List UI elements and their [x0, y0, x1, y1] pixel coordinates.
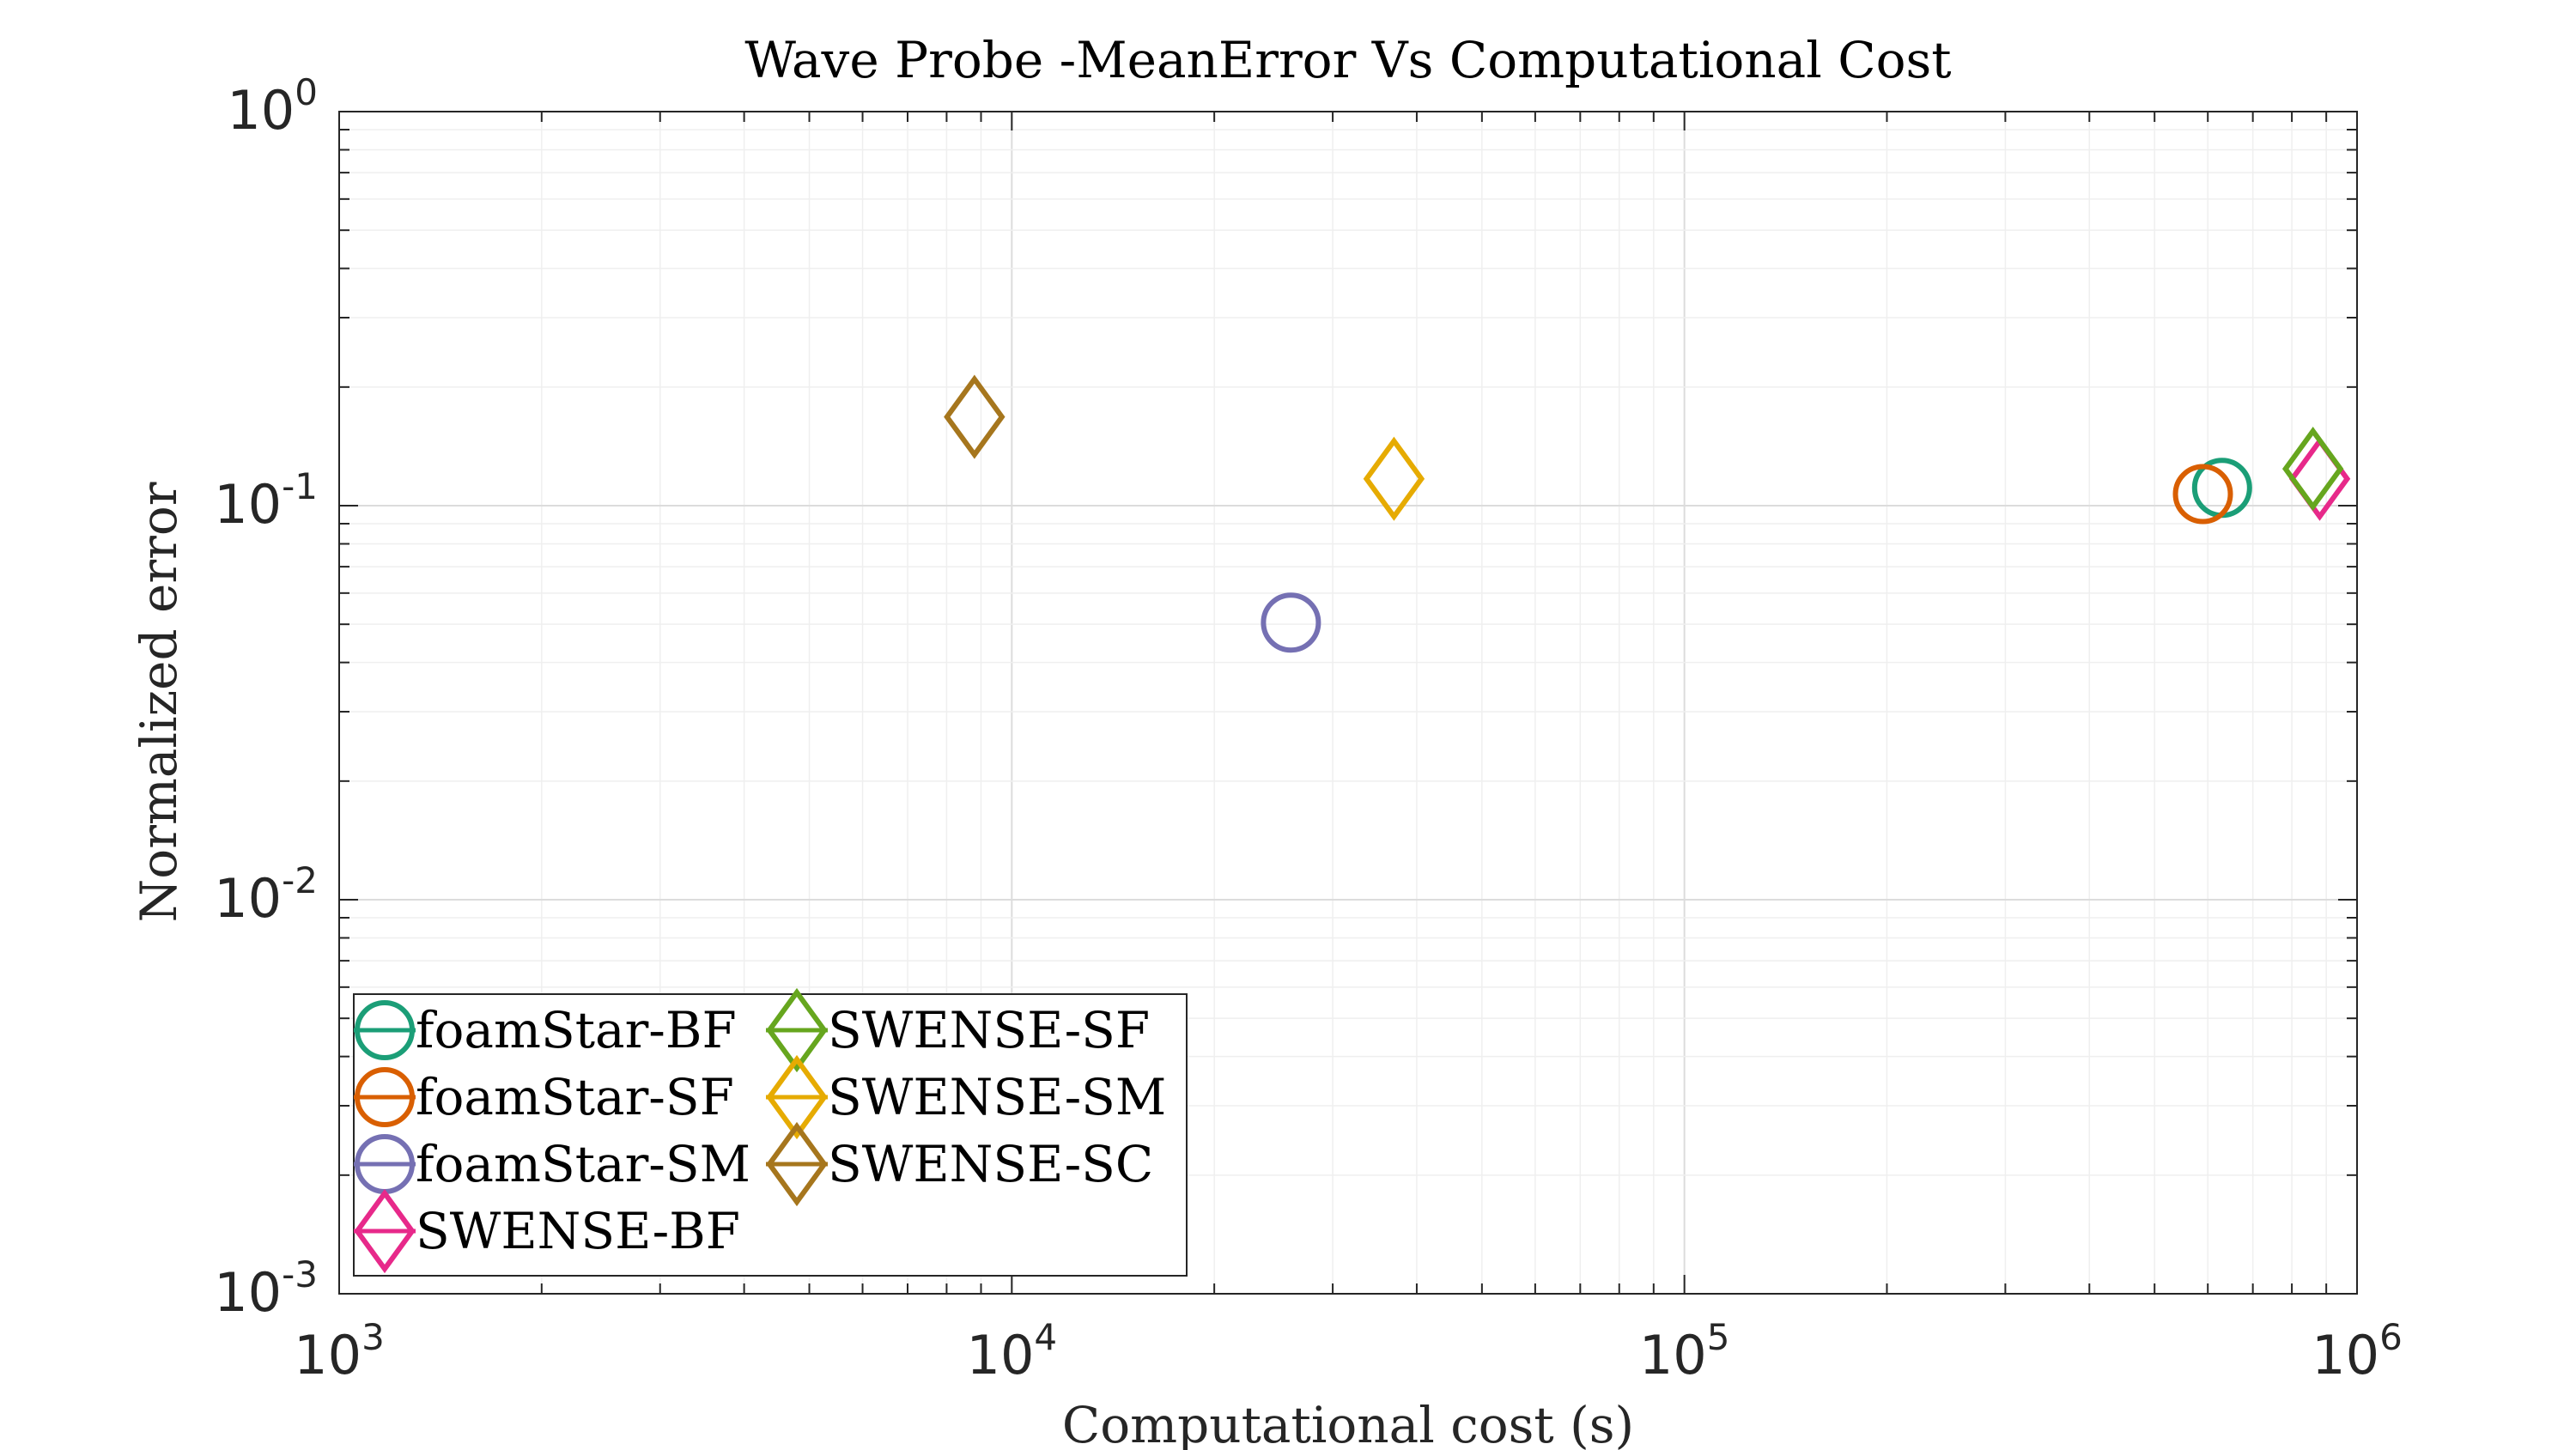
axis-ticks [338, 111, 2358, 1295]
x-tick-label: 105 [1639, 1316, 1730, 1386]
legend-item: SWENSE-SF [766, 987, 1150, 1073]
legend-label: foamStar-SF [416, 1068, 734, 1126]
legend-item: foamStar-BF [354, 1000, 737, 1060]
marker-swense-sm [1363, 436, 1425, 521]
x-tick-label: 103 [294, 1316, 385, 1386]
legend-marker [766, 1054, 828, 1140]
legend-marker [766, 1121, 828, 1207]
x-tick-label: 106 [2312, 1316, 2403, 1386]
legend-label: SWENSE-SF [828, 1001, 1150, 1059]
marker-swense-sc [944, 374, 1005, 459]
y-tick-label: 10-1 [214, 465, 318, 536]
legend-marker [355, 1067, 415, 1127]
x-tick-label: 104 [967, 1316, 1058, 1386]
chart-title: Wave Probe -MeanError Vs Computational C… [744, 31, 1951, 89]
x-tick-labels: 103 104 105 106 [294, 1316, 2403, 1386]
legend-label: SWENSE-SC [828, 1135, 1153, 1193]
y-tick-labels: 100 10-1 10-2 10-3 [214, 71, 318, 1324]
marker-foamstar-sm [1261, 592, 1321, 653]
legend-label: SWENSE-BF [416, 1202, 740, 1260]
legend-item: SWENSE-SC [766, 1121, 1153, 1207]
grid [339, 112, 2357, 1294]
legend: foamStar-BF foamStar-SF foamStar-SM SWENSE-… [353, 987, 1188, 1277]
y-tick-label: 10-2 [214, 859, 318, 930]
y-axis-label: Normalized error [130, 482, 188, 922]
marker-swense-sf [2281, 427, 2344, 512]
data-markers [944, 374, 2351, 653]
plot-area [338, 111, 2358, 1295]
legend-marker [766, 987, 828, 1073]
legend-label: SWENSE-SM [828, 1068, 1166, 1126]
legend-item: SWENSE-BF [354, 1188, 740, 1274]
y-tick-label: 100 [227, 71, 318, 142]
y-tick-label: 10-3 [214, 1253, 318, 1324]
legend-marker [355, 1000, 415, 1060]
legend-item: SWENSE-SM [766, 1054, 1166, 1140]
marker-foamstar-sf [2172, 464, 2233, 525]
legend-marker [354, 1188, 416, 1274]
legend-item: foamStar-SF [354, 1067, 734, 1127]
legend-label: foamStar-SM [416, 1135, 750, 1193]
x-axis-label: Computational cost (s) [1062, 1396, 1634, 1450]
legend-label: foamStar-BF [416, 1001, 737, 1059]
legend-box [353, 993, 1188, 1277]
legend-item: foamStar-SM [354, 1134, 750, 1194]
